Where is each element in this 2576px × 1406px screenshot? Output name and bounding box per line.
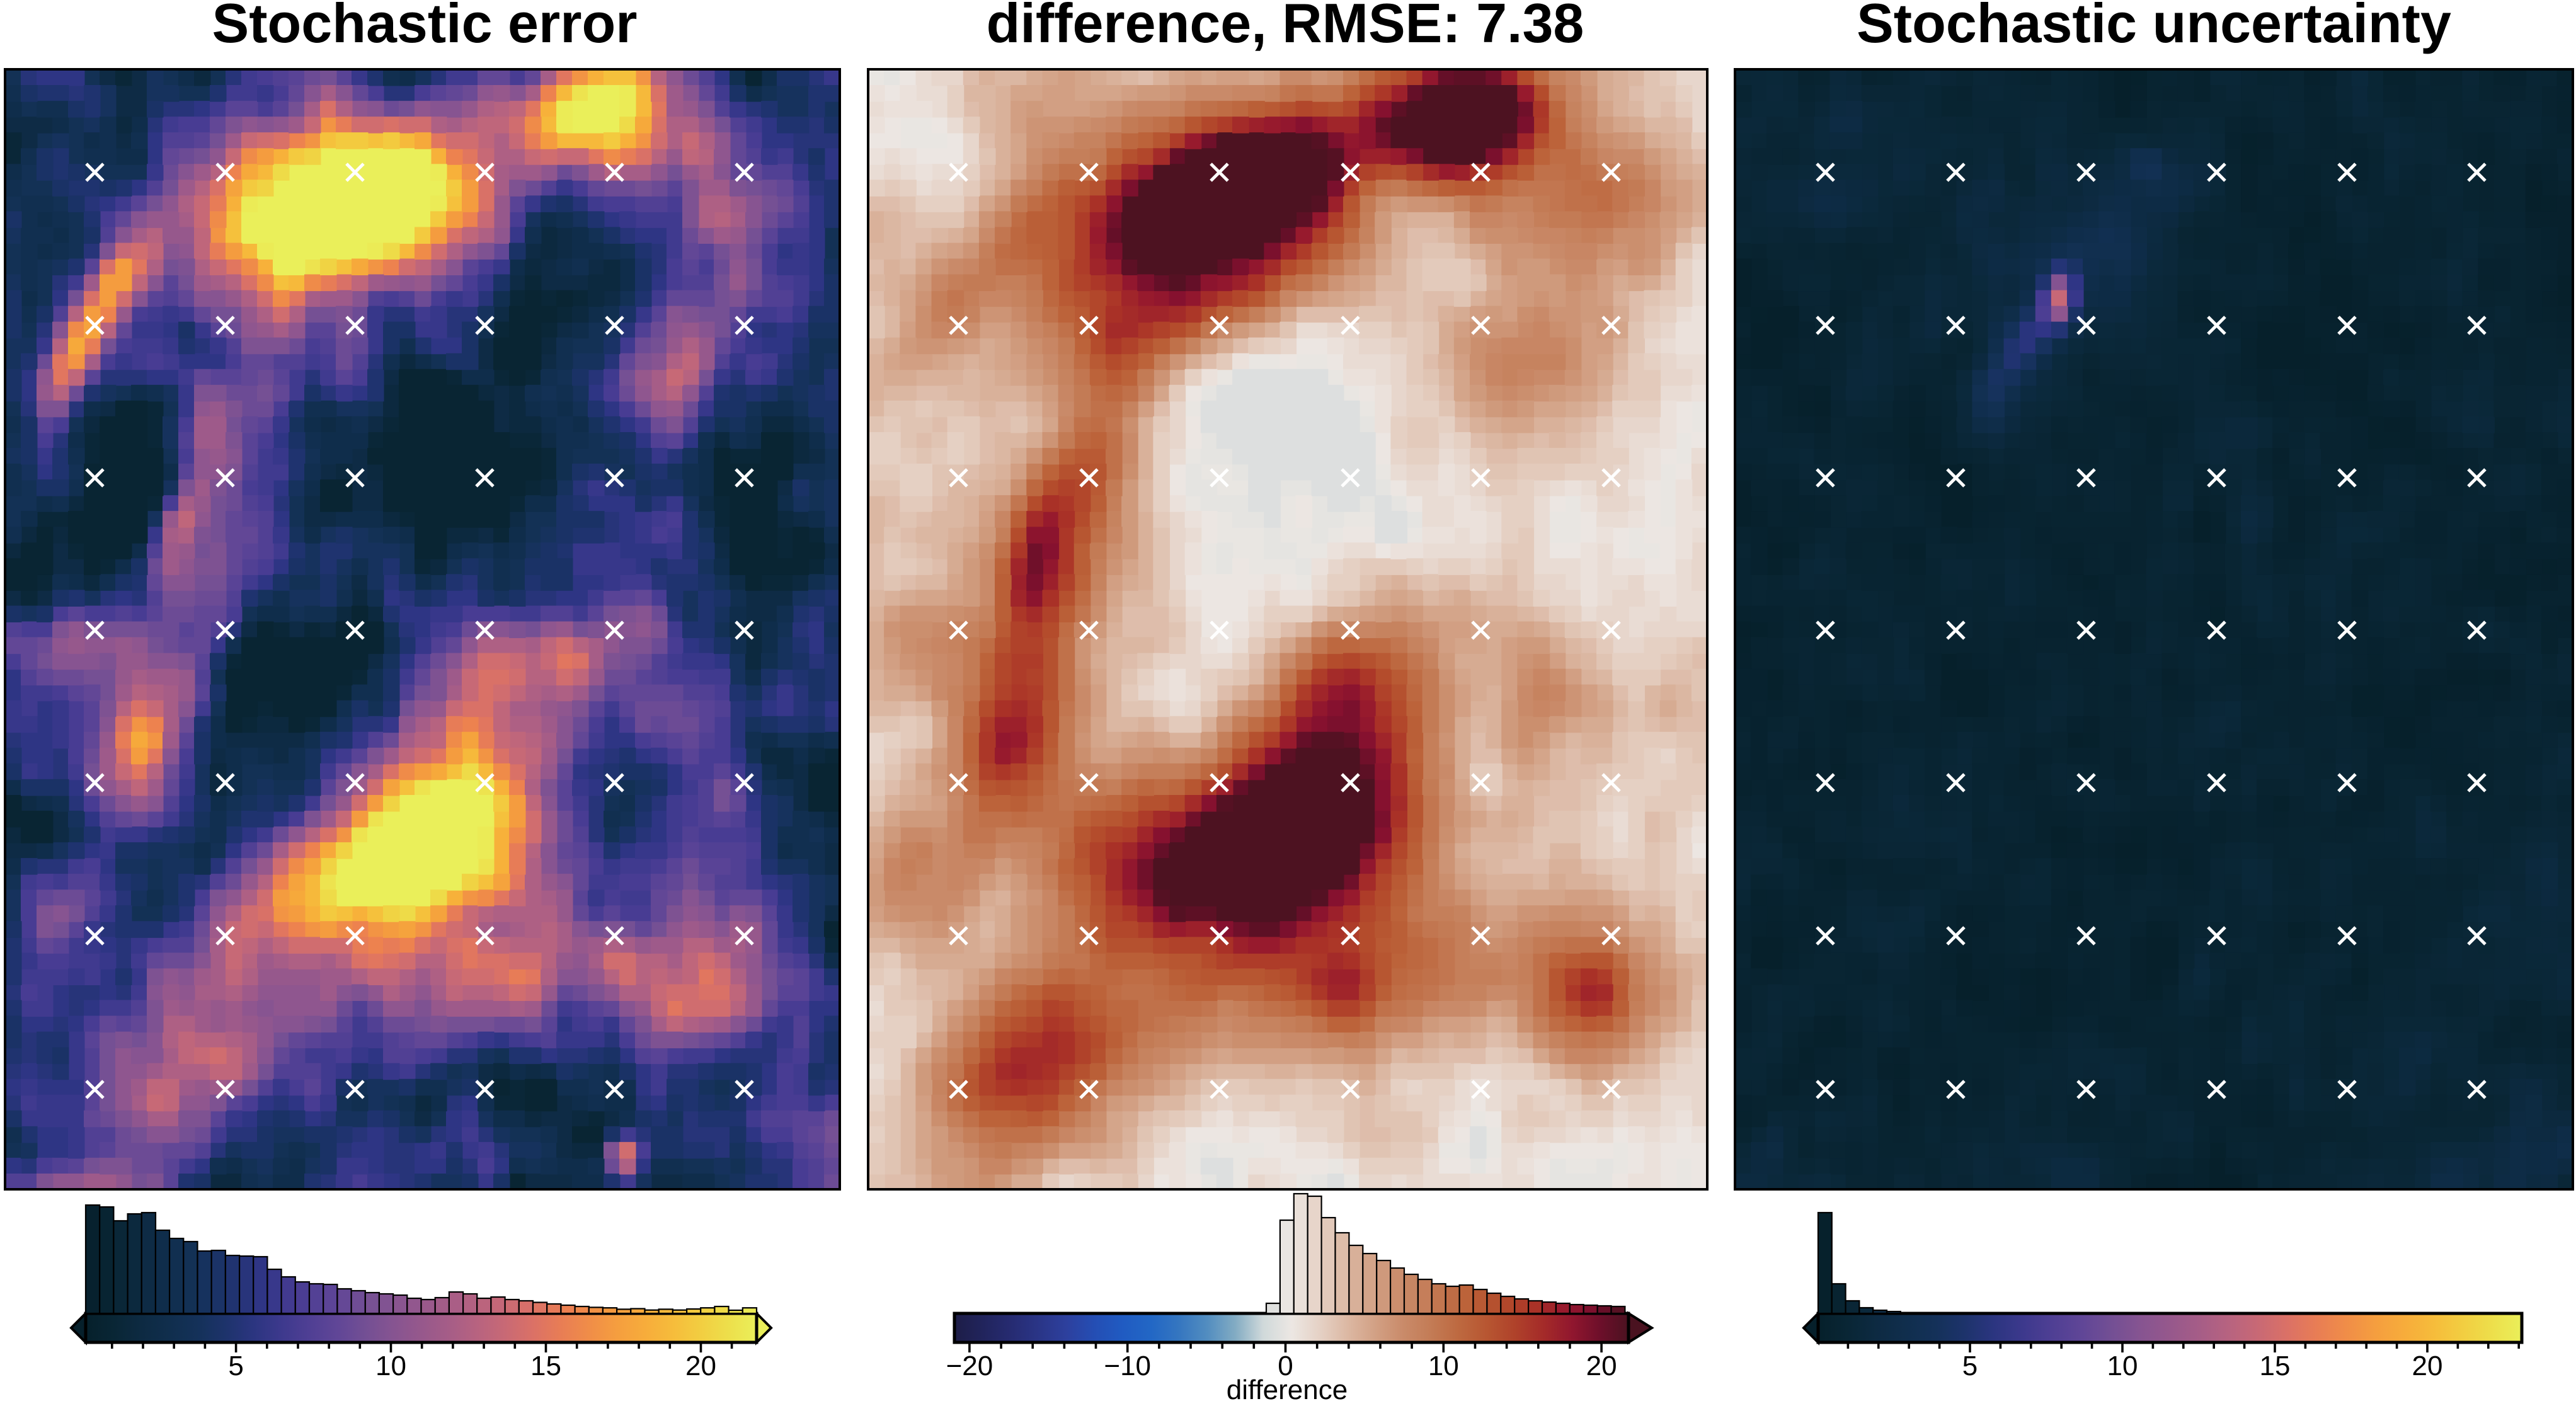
svg-text:20: 20 [2412,1351,2443,1381]
svg-text:difference: difference [1227,1375,1348,1403]
svg-text:20: 20 [1586,1351,1617,1381]
svg-text:−20: −20 [946,1351,993,1381]
svg-text:10: 10 [1428,1351,1459,1381]
svg-text:5: 5 [228,1351,243,1381]
svg-text:15: 15 [530,1351,561,1381]
svg-text:10: 10 [375,1351,406,1381]
svg-text:difference, RMSE: 7.38: difference, RMSE: 7.38 [987,0,1584,54]
svg-text:5: 5 [1962,1351,1978,1381]
svg-text:0: 0 [1278,1351,1293,1381]
svg-text:10: 10 [2107,1351,2138,1381]
svg-text:Stochastic error: Stochastic error [212,0,638,54]
svg-text:−10: −10 [1104,1351,1151,1381]
svg-text:15: 15 [2260,1351,2291,1381]
svg-text:20: 20 [685,1351,716,1381]
svg-text:Stochastic uncertainty: Stochastic uncertainty [1857,0,2451,54]
